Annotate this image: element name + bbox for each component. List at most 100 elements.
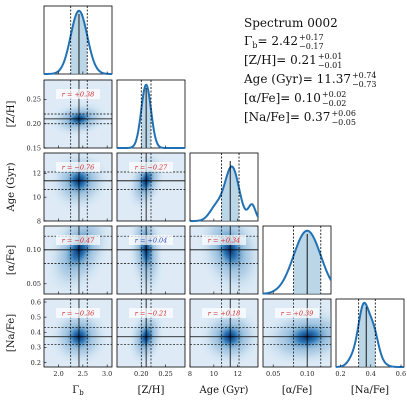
svg-text:Age (Gyr)= 11.37: Age (Gyr)= 11.37 — [243, 72, 351, 86]
summary-line-2: Age (Gyr)= 11.37 +0.74−0.73 — [243, 71, 376, 89]
r-label-bg-3-2 — [202, 235, 246, 245]
summary-err-lo-1: −0.01 — [318, 61, 343, 70]
scatter-panel-4-1: r = −0.21 — [116, 298, 186, 368]
r-label-bg-4-2 — [202, 308, 246, 318]
y-tick-label-4-3: 0.5 — [31, 313, 41, 321]
r-label-2-0: r = −0.76 — [62, 164, 95, 172]
summary-err-lo-3: −0.02 — [322, 99, 347, 108]
r-label-4-2: r = +0.18 — [208, 310, 241, 318]
scatter-panel-1-0: r = +0.38 — [43, 79, 113, 149]
summary-line-0: Γb= 2.42 +0.17−0.17 — [244, 33, 324, 51]
scatter-panel-2-0: r = −0.76 — [43, 152, 113, 222]
r-label-bg-2-0 — [56, 162, 100, 172]
y-axis-2: 8 10 12 Age (Gyr) — [6, 162, 47, 225]
x-axis-2: 8 10 12 Age (Gyr) — [188, 218, 249, 396]
y-tick-label-4-0: 0.2 — [31, 359, 41, 367]
summary-err-up-0: +0.17 — [299, 33, 324, 42]
r-label-4-3: r = +0.39 — [281, 310, 314, 318]
y-tick-label-4-4: 0.6 — [31, 298, 41, 306]
y-tick-label-3-1: 0.10 — [27, 246, 41, 254]
x-axis-label-2: Age (Gyr) — [199, 385, 249, 396]
x-axis-label-4: [Na/Fe] — [351, 385, 389, 396]
summary-err-lo-0: −0.17 — [299, 42, 324, 51]
x-tick-label-0-1: 2.5 — [78, 370, 88, 378]
x-tick-label-1-1: 0.25 — [158, 370, 172, 378]
scatter-panel-4-2: r = +0.18 — [189, 298, 259, 368]
x-axis-3: 0.05 0.10 [α/Fe] — [266, 291, 314, 396]
diag-panel-2 — [189, 152, 259, 222]
summary-title: Spectrum 0002 — [244, 16, 338, 30]
hist-curve-4 — [335, 301, 405, 368]
r-label-bg-2-1 — [129, 162, 173, 172]
scatter-panel-3-1: r = +0.04 — [116, 225, 186, 295]
svg-text:[Z/H]= 0.21: [Z/H]= 0.21 — [244, 53, 317, 67]
scatter-panel-4-3: r = +0.39 — [262, 298, 332, 368]
panel-grid: r = +0.38 r = −0.76 r = −0.27 r = −0.47 r = … — [6, 5, 406, 397]
diag-panel-3 — [262, 225, 332, 295]
y-axis-label-4: [Na/Fe] — [6, 314, 17, 352]
y-axis-1: 0.15 0.20 0.25 [Z/H] — [6, 96, 47, 152]
x-axis-label-3: [α/Fe] — [282, 385, 312, 396]
r-label-4-0: r = −0.36 — [62, 310, 95, 318]
scatter-panel-3-2: r = +0.34 — [189, 225, 259, 295]
x-axis-0: 2.0 2.5 3.0 Γb — [53, 71, 112, 397]
x-tick-label-0-2: 3.0 — [102, 370, 112, 378]
diag-panel-4 — [335, 298, 405, 368]
r-label-bg-4-1 — [129, 308, 173, 318]
hist-curve-0 — [43, 9, 113, 75]
y-tick-label-1-2: 0.25 — [27, 96, 41, 104]
svg-text:[α/Fe]= 0.10: [α/Fe]= 0.10 — [244, 91, 321, 105]
r-label-4-1: r = −0.21 — [135, 310, 168, 318]
x-tick-label-4-2: 0.6 — [396, 370, 406, 378]
x-tick-label-0-0: 2.0 — [53, 370, 63, 378]
hist-curve-2 — [189, 165, 259, 222]
summary-err-up-2: +0.74 — [352, 71, 377, 80]
y-tick-label-2-1: 10 — [33, 193, 41, 201]
summary-line-1: [Z/H]= 0.21 +0.01−0.01 — [244, 52, 342, 70]
summary-err-lo-4: −0.05 — [331, 118, 356, 127]
summary-line-3: [α/Fe]= 0.10 +0.02−0.02 — [244, 90, 346, 108]
r-label-bg-4-0 — [56, 308, 100, 318]
y-axis-label-2: Age (Gyr) — [6, 162, 17, 212]
y-axis-label-3: [α/Fe] — [6, 245, 17, 275]
y-tick-label-3-0: 0.05 — [27, 280, 41, 288]
r-label-2-1: r = −0.27 — [135, 164, 168, 172]
x-tick-label-3-1: 0.10 — [300, 370, 314, 378]
x-tick-label-1-0: 0.20 — [134, 370, 148, 378]
x-tick-label-2-1: 10 — [210, 370, 218, 378]
r-label-bg-4-3 — [275, 308, 319, 318]
diag-panel-0 — [43, 5, 113, 75]
r-label-3-2: r = +0.34 — [208, 237, 241, 245]
hist-curve-3 — [262, 229, 332, 295]
svg-text:Γb= 2.42: Γb= 2.42 — [244, 34, 298, 50]
x-tick-label-2-2: 12 — [234, 370, 242, 378]
summary-err-up-4: +0.06 — [331, 109, 356, 118]
svg-text:[Na/Fe]= 0.37: [Na/Fe]= 0.37 — [244, 110, 330, 124]
r-label-3-0: r = −0.47 — [62, 237, 95, 245]
x-tick-label-4-0: 0.2 — [335, 370, 345, 378]
y-tick-label-2-0: 8 — [37, 217, 41, 225]
summary-err-lo-2: −0.73 — [352, 80, 377, 89]
y-tick-label-4-1: 0.3 — [31, 344, 41, 352]
scatter-panel-4-0: r = −0.36 — [43, 298, 113, 368]
y-axis-label-1: [Z/H] — [6, 100, 17, 127]
summary-lines: Γb= 2.42 +0.17−0.17[Z/H]= 0.21 +0.01−0.01A… — [243, 33, 376, 127]
y-axis-4: 0.2 0.3 0.4 0.5 0.6 [Na/Fe] — [6, 298, 47, 367]
x-axis-1: 0.20 0.25 [Z/H] — [134, 145, 173, 396]
y-tick-label-1-0: 0.15 — [27, 144, 41, 152]
r-label-bg-3-0 — [56, 235, 100, 245]
diag-panel-1 — [116, 79, 186, 149]
r-label-bg-3-1 — [129, 235, 173, 245]
summary-line-4: [Na/Fe]= 0.37 +0.06−0.05 — [244, 109, 356, 127]
y-tick-label-4-2: 0.4 — [31, 329, 41, 337]
x-axis-4: 0.2 0.4 0.6 [Na/Fe] — [335, 364, 406, 396]
y-tick-label-2-2: 12 — [33, 170, 41, 178]
r-label-3-1: r = +0.04 — [135, 237, 168, 245]
y-axis-3: 0.05 0.10 [α/Fe] — [6, 245, 47, 288]
summary-err-up-1: +0.01 — [318, 52, 343, 61]
r-label-bg-1-0 — [56, 89, 100, 99]
r-label-1-0: r = +0.38 — [62, 91, 95, 99]
summary-err-up-3: +0.02 — [322, 90, 347, 99]
x-tick-label-4-1: 0.4 — [366, 370, 376, 378]
